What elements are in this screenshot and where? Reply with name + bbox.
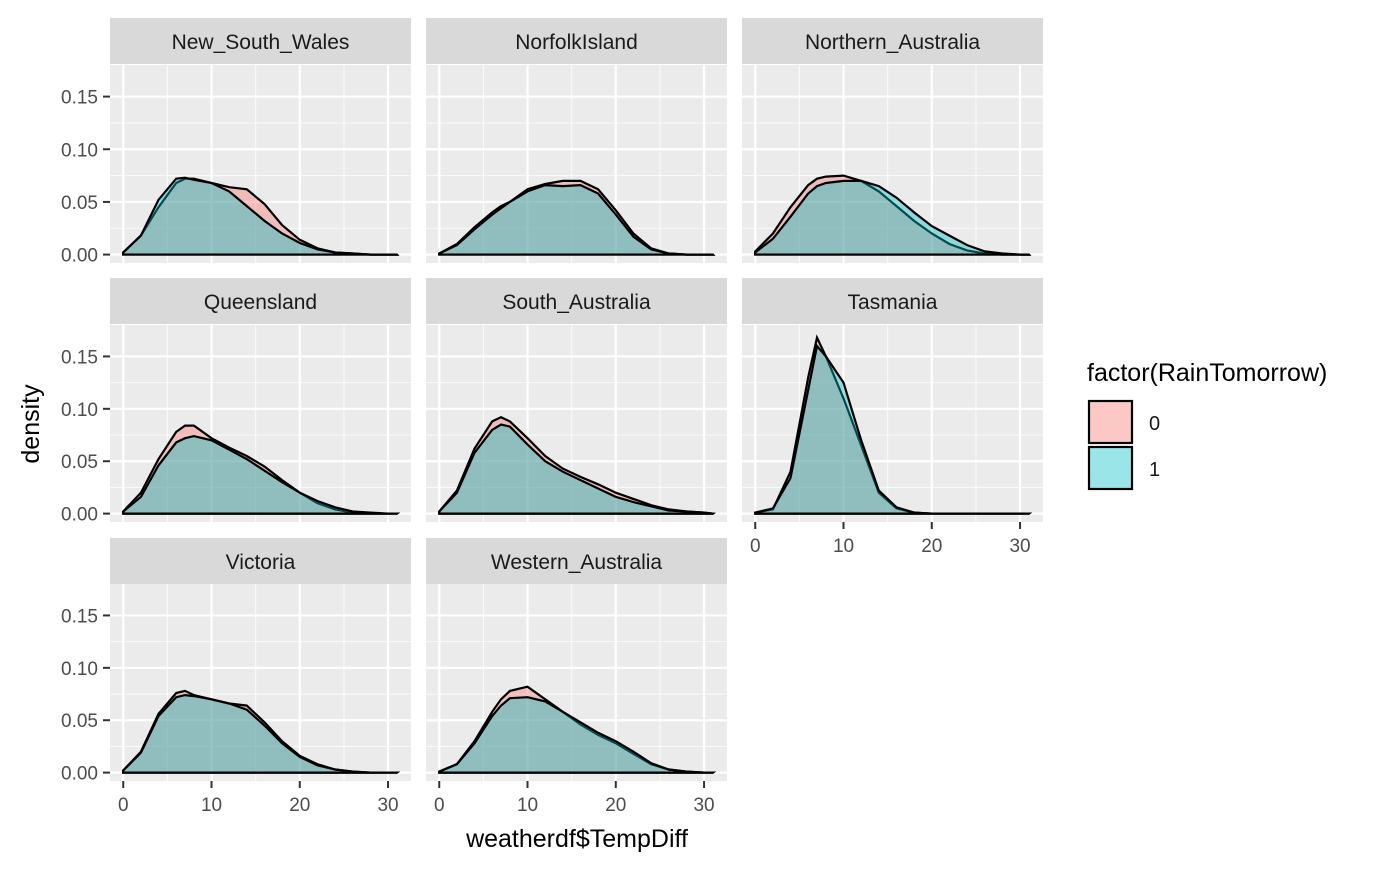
facet-strip: [426, 538, 727, 584]
density-area-1: [438, 183, 716, 256]
x-tick-label: 10: [201, 795, 222, 816]
facet-strip: [110, 18, 411, 64]
legend: factor(RainTomorrow) 0 1: [1087, 359, 1327, 491]
facet-strip-label: New_South_Wales: [172, 31, 350, 54]
panel-background: [742, 65, 1043, 263]
y-tick-label: 0.05: [61, 193, 98, 214]
y-tick-label: 0.10: [61, 140, 98, 161]
y-tick-label: 0.05: [61, 711, 98, 732]
x-tick-label: 20: [921, 536, 942, 557]
facet-victoria: Victoria: [110, 538, 411, 781]
facet-strip-label: NorfolkIsland: [515, 31, 638, 54]
density-area-1: [122, 434, 401, 515]
density-area-1: [754, 179, 1032, 256]
density-area-1: [122, 176, 400, 256]
x-tick-label: 0: [118, 795, 129, 816]
y-tick-label: 0.00: [61, 246, 98, 267]
panel-background: [110, 325, 411, 522]
panel-background: [426, 65, 727, 263]
facet-new-south-wales: New_South_Wales: [110, 18, 411, 263]
x-tick-label: 0: [750, 536, 761, 557]
density-area-1: [438, 423, 716, 515]
x-tick-label: 30: [1009, 536, 1030, 557]
y-axis-title: density: [17, 384, 45, 464]
facet-strip-label: Tasmania: [848, 291, 938, 314]
legend-key-1: [1087, 445, 1134, 491]
y-tick-label: 0.15: [61, 347, 98, 368]
facet-strip: [426, 278, 727, 324]
y-tick-label: 0.10: [61, 400, 98, 421]
facet-strip-label: Northern_Australia: [805, 31, 980, 54]
density-area-1: [438, 696, 717, 774]
facet-strip: [110, 538, 411, 584]
axes: 0.00 0.05 0.10 0.15 0.00 0.05 0.10 0.15 0 10 20 30 0…: [61, 88, 1031, 816]
facet-norfolkisland: NorfolkIsland: [426, 18, 727, 263]
legend-key-0: [1087, 399, 1134, 445]
y-tick-label: 0.00: [61, 764, 98, 785]
x-tick-label: 10: [833, 536, 854, 557]
facet-queensland: Queensland: [110, 278, 411, 522]
facet-south-australia: South_Australia: [426, 278, 727, 522]
panel-background: [110, 584, 411, 781]
facet-strip: [742, 18, 1043, 64]
density-area-1: [754, 343, 1032, 515]
y-tick-label: 0.00: [61, 505, 98, 526]
x-tick-label: 30: [693, 795, 714, 816]
facet-strip-label: Western_Australia: [491, 551, 663, 574]
x-axis-title: weatherdf$TempDiff: [465, 825, 688, 853]
facet-strip: [426, 18, 727, 64]
legend-title: factor(RainTomorrow): [1087, 359, 1327, 387]
panel-background: [426, 584, 727, 781]
facet-strip-label: Victoria: [226, 551, 296, 574]
x-tick-label: 30: [377, 795, 398, 816]
panel-background: [742, 325, 1043, 522]
legend-label-1: 1: [1149, 459, 1160, 481]
facet-strip-label: Queensland: [204, 291, 317, 314]
panel-background: [426, 325, 727, 522]
legend-label-0: 0: [1149, 413, 1160, 435]
y-tick-label: 0.15: [61, 606, 98, 627]
y-tick-label: 0.15: [61, 88, 98, 109]
facet-panels: New_South_Wales NorfolkIsland Northern_Aus…: [110, 18, 1043, 781]
y-tick-label: 0.05: [61, 452, 98, 473]
density-area-1: [122, 693, 401, 774]
facet-northern-australia: Northern_Australia: [742, 18, 1043, 263]
y-tick-label: 0.10: [61, 659, 98, 680]
x-tick-label: 20: [605, 795, 626, 816]
facet-strip: [742, 278, 1043, 324]
panel-background: [110, 65, 411, 263]
facet-tasmania: Tasmania: [742, 278, 1043, 522]
x-tick-label: 0: [434, 795, 445, 816]
x-tick-label: 20: [289, 795, 310, 816]
x-tick-label: 10: [517, 795, 538, 816]
facet-western-australia: Western_Australia: [426, 538, 727, 781]
facet-strip-label: South_Australia: [502, 291, 651, 314]
facet-strip: [110, 278, 411, 324]
